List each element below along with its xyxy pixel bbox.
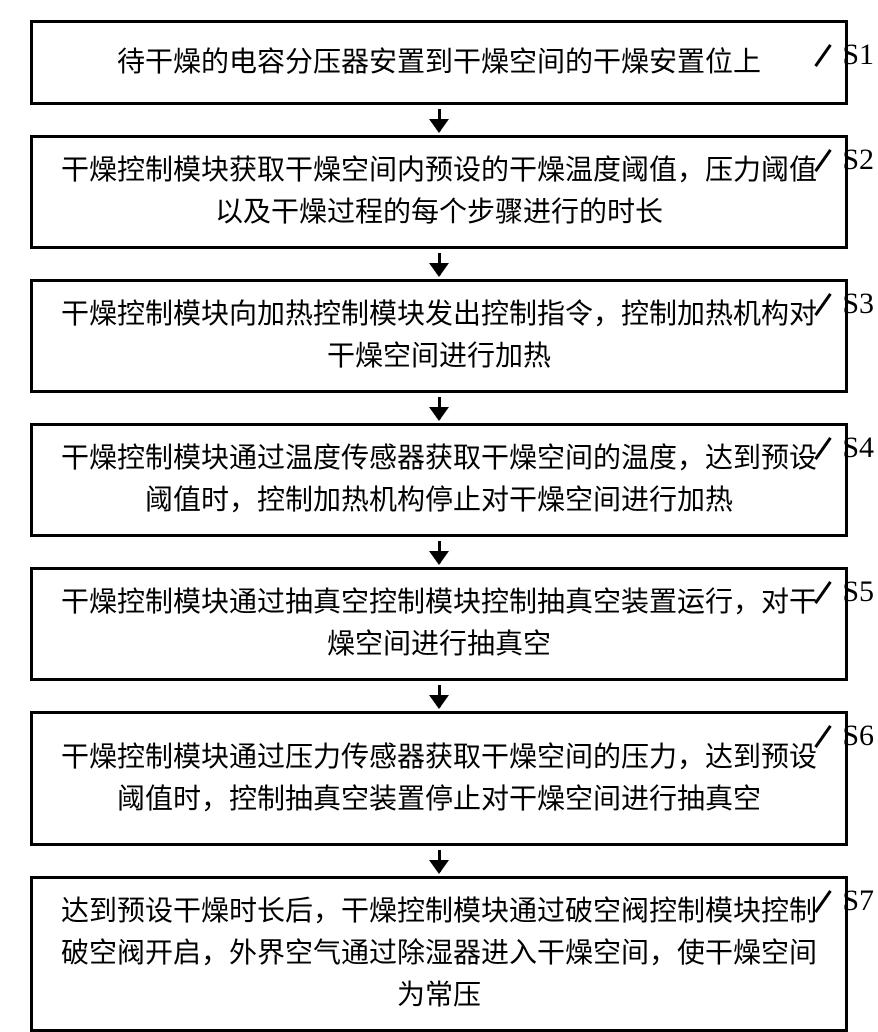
slash-icon — [815, 148, 832, 171]
step-s3-text: 干燥控制模块向加热控制模块发出控制指令，控制加热机构对干燥空间进行加热 — [53, 294, 825, 378]
slash-icon — [815, 889, 832, 912]
step-s6-text: 干燥控制模块通过压力传感器获取干燥空间的压力，达到预设阈值时，控制抽真空装置停止… — [53, 737, 825, 821]
arrow-5-6 — [30, 681, 848, 711]
slash-icon — [815, 724, 832, 747]
step-s1-box: 待干燥的电容分压器安置到干燥空间的干燥安置位上 — [30, 20, 848, 105]
slash-icon — [815, 292, 832, 315]
arrow-3-4 — [30, 393, 848, 423]
step-s4-text: 干燥控制模块通过温度传感器获取干燥空间的温度，达到预设阈值时，控制加热机构停止对… — [53, 438, 825, 522]
slash-icon — [815, 580, 832, 603]
arrow-6-7 — [30, 846, 848, 876]
step-s6-row: 干燥控制模块通过压力传感器获取干燥空间的压力，达到预设阈值时，控制抽真空装置停止… — [30, 711, 848, 846]
step-s6-label-text: S6 — [842, 719, 874, 753]
step-s2-text: 干燥控制模块获取干燥空间内预设的干燥温度阈值，压力阈值以及干燥过程的每个步骤进行… — [53, 150, 825, 234]
step-s7-label-text: S7 — [842, 884, 874, 918]
step-s5-label: S5 — [810, 575, 874, 609]
step-s3-label: S3 — [810, 287, 874, 321]
step-s6-box: 干燥控制模块通过压力传感器获取干燥空间的压力，达到预设阈值时，控制抽真空装置停止… — [30, 711, 848, 846]
step-s3-row: 干燥控制模块向加热控制模块发出控制指令，控制加热机构对干燥空间进行加热 S3 — [30, 279, 848, 393]
step-s2-label: S2 — [810, 143, 874, 177]
step-s6-label: S6 — [810, 719, 874, 753]
step-s7-label: S7 — [810, 884, 874, 918]
step-s5-row: 干燥控制模块通过抽真空控制模块控制抽真空装置运行，对干燥空间进行抽真空 S5 — [30, 567, 848, 681]
arrow-2-3 — [30, 249, 848, 279]
step-s4-box: 干燥控制模块通过温度传感器获取干燥空间的温度，达到预设阈值时，控制加热机构停止对… — [30, 423, 848, 537]
step-s1-row: 待干燥的电容分压器安置到干燥空间的干燥安置位上 S1 — [30, 20, 848, 105]
flowchart-container: 待干燥的电容分压器安置到干燥空间的干燥安置位上 S1 干燥控制模块获取干燥空间内… — [30, 20, 848, 1032]
step-s7-text: 达到预设干燥时长后，干燥控制模块通过破空阀控制模块控制破空阀开启，外界空气通过除… — [53, 891, 825, 1017]
step-s7-row: 达到预设干燥时长后，干燥控制模块通过破空阀控制模块控制破空阀开启，外界空气通过除… — [30, 876, 848, 1032]
step-s3-box: 干燥控制模块向加热控制模块发出控制指令，控制加热机构对干燥空间进行加热 — [30, 279, 848, 393]
step-s5-box: 干燥控制模块通过抽真空控制模块控制抽真空装置运行，对干燥空间进行抽真空 — [30, 567, 848, 681]
slash-icon — [815, 43, 832, 66]
arrow-1-2 — [30, 105, 848, 135]
step-s4-label: S4 — [810, 431, 874, 465]
step-s2-label-text: S2 — [842, 143, 874, 177]
step-s1-label-text: S1 — [842, 38, 874, 72]
step-s5-text: 干燥控制模块通过抽真空控制模块控制抽真空装置运行，对干燥空间进行抽真空 — [53, 582, 825, 666]
step-s7-box: 达到预设干燥时长后，干燥控制模块通过破空阀控制模块控制破空阀开启，外界空气通过除… — [30, 876, 848, 1032]
step-s2-row: 干燥控制模块获取干燥空间内预设的干燥温度阈值，压力阈值以及干燥过程的每个步骤进行… — [30, 135, 848, 249]
slash-icon — [815, 436, 832, 459]
arrow-4-5 — [30, 537, 848, 567]
step-s4-row: 干燥控制模块通过温度传感器获取干燥空间的温度，达到预设阈值时，控制加热机构停止对… — [30, 423, 848, 537]
step-s4-label-text: S4 — [842, 431, 874, 465]
step-s3-label-text: S3 — [842, 287, 874, 321]
step-s1-text: 待干燥的电容分压器安置到干燥空间的干燥安置位上 — [117, 42, 761, 84]
step-s1-label: S1 — [810, 38, 874, 72]
step-s2-box: 干燥控制模块获取干燥空间内预设的干燥温度阈值，压力阈值以及干燥过程的每个步骤进行… — [30, 135, 848, 249]
step-s5-label-text: S5 — [842, 575, 874, 609]
